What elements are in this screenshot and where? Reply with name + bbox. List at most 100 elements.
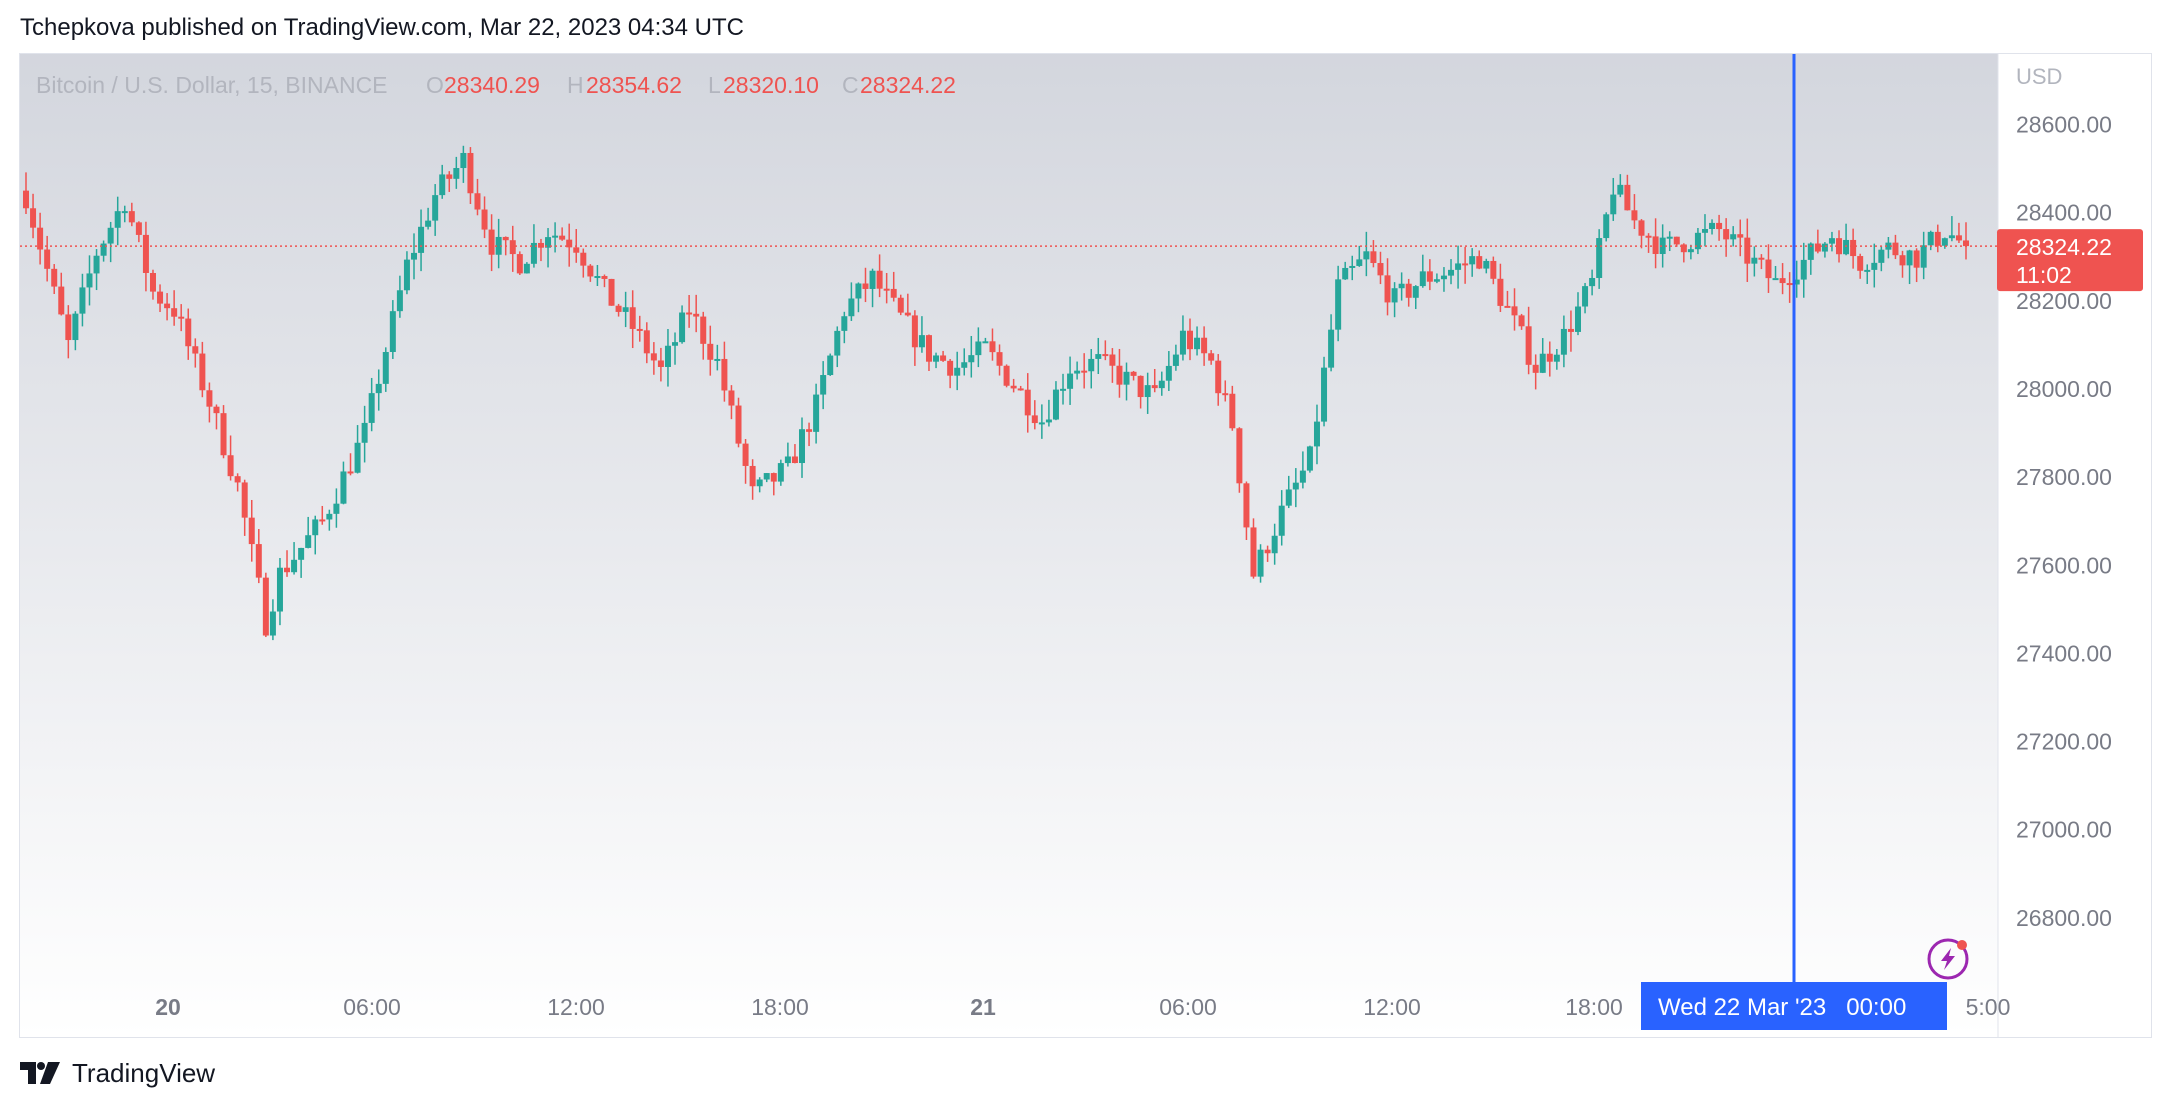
price-tick-label: 27800.00 [2016, 464, 2112, 490]
candle-body [862, 283, 869, 289]
candle-body [1673, 236, 1680, 245]
candle-body [580, 252, 587, 266]
candle-body [848, 298, 855, 317]
legend-o-label: O [426, 72, 444, 98]
candle-body [1229, 393, 1236, 429]
candle-body [1659, 237, 1666, 255]
candle-body [347, 471, 354, 474]
candle-body [1490, 260, 1497, 279]
candle-body [1821, 243, 1828, 252]
candle-body [1045, 419, 1052, 423]
candle-body [93, 255, 100, 274]
last-price-value: 28324.22 [2016, 234, 2112, 260]
candle-body [453, 168, 460, 179]
candle-body [30, 208, 37, 228]
candle-body [1003, 365, 1010, 386]
candle-body [1709, 222, 1716, 229]
candle-body [1052, 389, 1059, 420]
chart-panel[interactable]: 28600.00 28400.00 28200.00 28000.00 27800.00… [19, 53, 2152, 1038]
tradingview-logo-icon[interactable] [20, 1062, 64, 1084]
candle-body [495, 236, 502, 255]
time-axis[interactable]: 20 06:00 12:00 18:00 21 06:00 12:00 18:00 5:00 [155, 994, 2010, 1020]
candle-body [149, 272, 156, 292]
candle-body [890, 288, 897, 298]
price-axis[interactable]: 28600.00 28400.00 28200.00 28000.00 27800.00… [2016, 112, 2112, 931]
candle-body [1215, 360, 1222, 394]
candle-body [460, 152, 467, 169]
candle-body [629, 307, 636, 329]
candle-body [566, 239, 573, 248]
notification-dot [1957, 940, 1967, 950]
price-tick-label: 28600.00 [2016, 112, 2112, 138]
price-tick-label: 27400.00 [2016, 640, 2112, 666]
candle-body [1236, 428, 1243, 484]
candle-body [1391, 288, 1398, 303]
candle-body [1850, 239, 1857, 257]
candle-body [1723, 229, 1730, 240]
legend-c-label: C [842, 72, 859, 98]
candle-body [432, 195, 439, 221]
candle-body [1617, 184, 1624, 195]
candle-body [1271, 535, 1278, 554]
candle-body [799, 429, 805, 464]
candle-body [1730, 234, 1737, 240]
candle-body [911, 315, 918, 348]
last-price-label [1997, 229, 2143, 292]
candle-body [284, 567, 291, 573]
candle-body [1137, 375, 1144, 398]
crosshair-time-label [1641, 982, 1947, 1030]
candle-body [608, 278, 615, 306]
candle-body [672, 342, 679, 346]
footer: TradingView [20, 1058, 215, 1088]
candle-body [1927, 231, 1934, 246]
candle-body [1349, 265, 1356, 268]
candlestick-chart[interactable]: 28600.00 28400.00 28200.00 28000.00 27800.00… [20, 54, 2151, 1037]
candle-body [594, 276, 601, 279]
candle-body [411, 252, 417, 260]
candle-body [1102, 354, 1109, 357]
candle-body [58, 286, 65, 315]
candle-body [954, 367, 961, 376]
candle-body [234, 476, 241, 483]
candle-body [855, 283, 862, 299]
candle-body [1560, 328, 1567, 355]
time-tick-label: 12:00 [547, 994, 605, 1020]
candle-body [1814, 243, 1821, 252]
candle-body [276, 567, 283, 612]
plot-background [20, 54, 1998, 1037]
candle-body [1264, 549, 1271, 554]
candle-body [488, 229, 495, 255]
candle-body [1631, 210, 1638, 221]
candle-body [552, 235, 559, 238]
legend-h-label: H [567, 72, 584, 98]
candle-body [784, 456, 791, 464]
candle-body [1377, 263, 1384, 276]
candle-body [368, 393, 375, 423]
candle-body [707, 343, 714, 360]
candle-body [1779, 278, 1786, 284]
candle-body [756, 479, 763, 487]
candle-body [806, 429, 813, 432]
candle-body [1285, 489, 1292, 506]
candle-body [1800, 259, 1807, 280]
candle-body [1575, 306, 1581, 332]
candle-body [425, 220, 432, 227]
candle-body [721, 358, 728, 391]
candle-body [1497, 278, 1504, 306]
candle-body [1179, 330, 1186, 355]
lightning-icon[interactable] [1927, 938, 1969, 980]
candle-body [1419, 271, 1426, 287]
candle-body [333, 503, 340, 514]
candle-body [1038, 422, 1045, 425]
candle-body [262, 577, 269, 636]
candle-body [763, 473, 770, 480]
candle-body [1963, 240, 1969, 247]
price-tick-label: 28000.00 [2016, 376, 2112, 402]
candle-body [298, 547, 305, 560]
footer-brand[interactable]: TradingView [72, 1057, 216, 1088]
candle-body [1060, 388, 1067, 391]
candle-body [1610, 194, 1617, 215]
candle-body [1518, 315, 1525, 327]
candle-body [1243, 483, 1250, 528]
candle-body [79, 287, 86, 314]
